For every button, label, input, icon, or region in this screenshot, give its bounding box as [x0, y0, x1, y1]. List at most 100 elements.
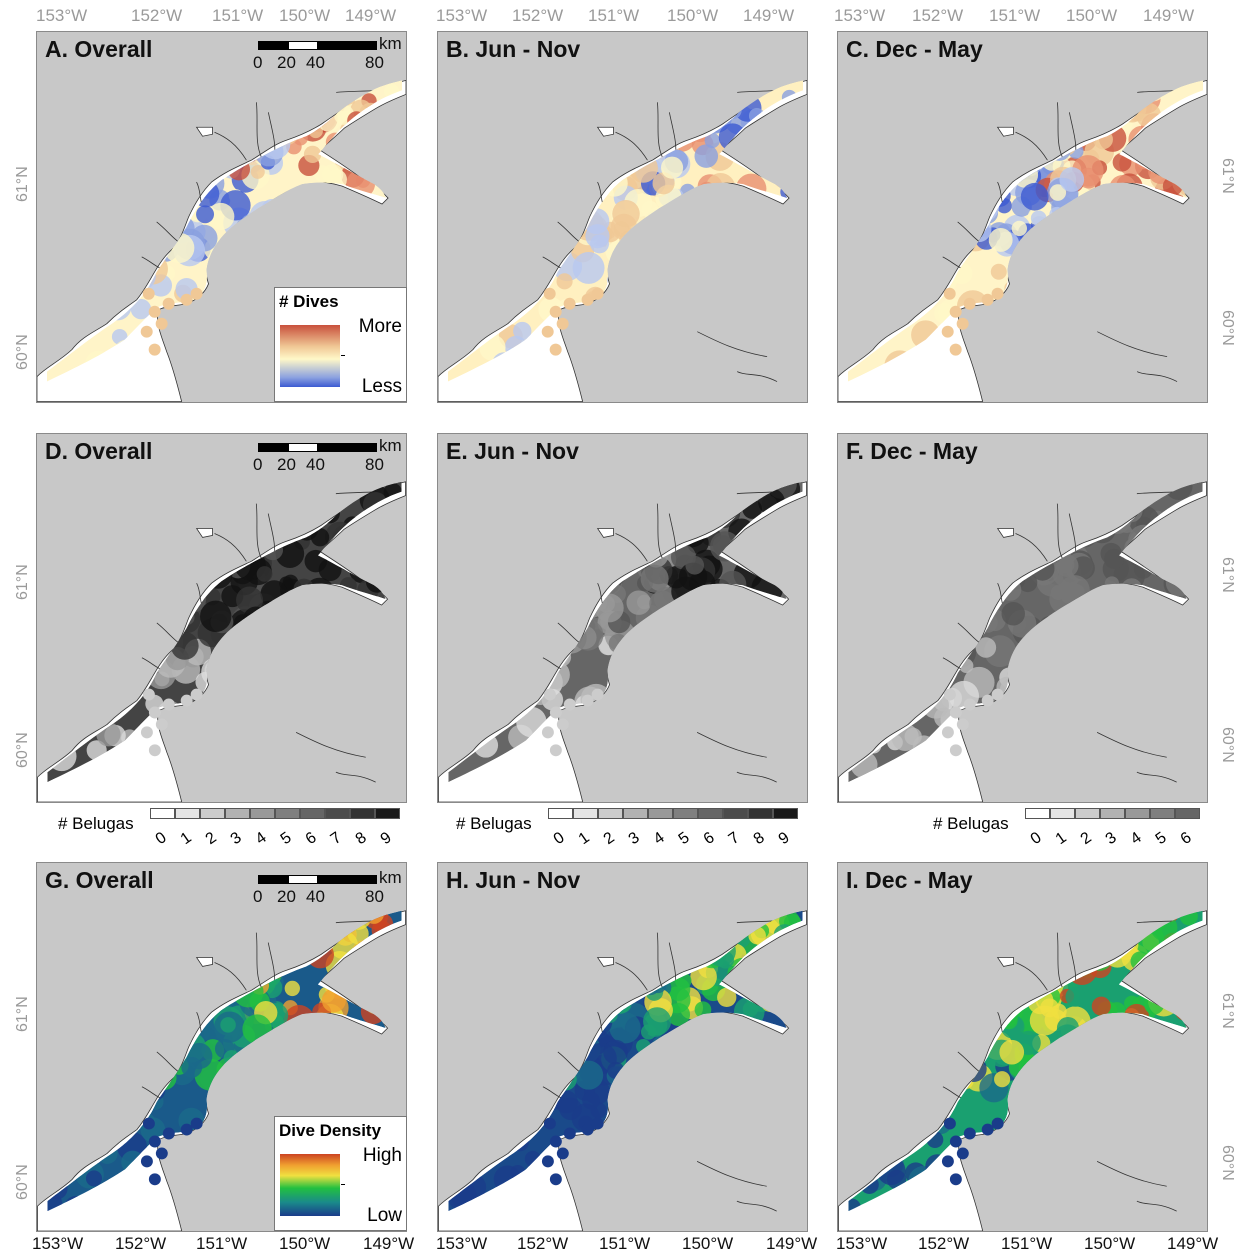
map-a — [37, 32, 406, 402]
lake — [596, 528, 614, 538]
beluga-color-cell — [648, 808, 673, 819]
data-blob — [660, 156, 684, 179]
panel-title: H. Jun - Nov — [446, 867, 581, 893]
data-blob — [626, 590, 651, 615]
scale-unit: km — [379, 34, 402, 53]
coastline-detail — [696, 732, 767, 758]
data-blob — [988, 227, 1013, 252]
data-point — [180, 1123, 193, 1136]
lake — [996, 957, 1014, 967]
coastline-detail — [557, 622, 580, 644]
data-point — [949, 1173, 962, 1186]
data-point — [556, 1147, 569, 1160]
beluga-color-cell — [623, 808, 648, 819]
data-point — [162, 1127, 175, 1140]
data-blob — [643, 1007, 672, 1036]
beluga-color-cell — [698, 808, 723, 819]
coastline-detail — [335, 771, 376, 783]
beluga-color-cell — [275, 808, 300, 819]
panel-title: I. Dec - May — [846, 867, 973, 893]
coastline-detail — [737, 371, 778, 382]
data-point — [949, 1135, 962, 1148]
data-point — [541, 1155, 554, 1168]
right-lat-label: 61°N — [1219, 557, 1236, 593]
legend-low: Low — [367, 1205, 402, 1226]
data-blob — [990, 263, 1007, 280]
data-point — [956, 317, 969, 330]
beluga-color-cell — [250, 808, 275, 819]
data-point — [148, 1173, 161, 1186]
scale-tick: 40 — [306, 53, 325, 72]
beluga-color-cell — [548, 808, 573, 819]
coastline-detail — [1097, 331, 1168, 358]
beluga-color-cell — [150, 808, 175, 819]
coastline-detail — [957, 622, 980, 644]
data-point — [981, 1123, 994, 1136]
data-blob — [1001, 601, 1025, 626]
scale-tick: 40 — [306, 455, 325, 474]
coastline-detail — [615, 962, 648, 991]
legend-high: High — [362, 1145, 402, 1166]
data-point — [142, 287, 155, 300]
scale-tick: 20 — [277, 455, 296, 474]
map-panel-c: C. Dec - May — [837, 31, 1208, 403]
coastline-detail — [696, 1161, 767, 1187]
coastline-detail — [255, 932, 262, 988]
legend-high: More — [358, 316, 402, 337]
coastline-detail — [1015, 533, 1048, 562]
beluga-legend-value: 3 — [227, 829, 245, 849]
coastline-detail — [156, 1051, 179, 1073]
data-point — [148, 744, 161, 757]
beluga-legend-value: 1 — [177, 829, 195, 849]
bottom-lon-label: 151°W — [1001, 1234, 1053, 1253]
data-blob — [704, 132, 720, 149]
lake — [996, 528, 1014, 538]
coastline-detail — [214, 131, 247, 161]
top-lon-label: 149°W — [743, 6, 795, 25]
data-point — [941, 726, 954, 739]
data-point — [543, 1117, 556, 1130]
data-point — [549, 706, 562, 719]
beluga-color-cell — [1100, 808, 1125, 819]
coastline-detail — [615, 131, 648, 161]
data-blob — [1049, 184, 1067, 201]
beluga-legend-value: 2 — [600, 829, 618, 849]
coastline-detail — [615, 533, 648, 562]
data-blob — [1040, 998, 1060, 1018]
scale-tick: 80 — [365, 53, 384, 72]
data-blob — [256, 566, 273, 582]
beluga-legend-value: 4 — [252, 829, 270, 849]
data-point — [991, 688, 1004, 701]
data-blob — [513, 321, 532, 341]
coastline-detail — [697, 331, 768, 358]
data-point — [556, 317, 569, 330]
map-f — [838, 434, 1207, 802]
data-blob — [975, 637, 997, 658]
beluga-color-cell — [598, 808, 623, 819]
data-blob — [207, 202, 235, 230]
beluga-color-cell — [723, 808, 748, 819]
coastline-detail — [1056, 503, 1063, 559]
map-panel-a: A. Overall — [36, 31, 407, 403]
beluga-legend-value: 2 — [1077, 829, 1095, 849]
data-point — [142, 688, 155, 701]
data-point — [563, 297, 576, 310]
coastline-detail — [557, 1051, 580, 1073]
beluga-legend-value: 7 — [327, 829, 345, 849]
beluga-legend-value: 0 — [1027, 829, 1045, 849]
coastline-detail — [1136, 771, 1177, 783]
map-panel-e: E. Jun - Nov — [437, 433, 808, 803]
coastline-detail — [557, 221, 580, 243]
scale-bar: km 0 20 40 80 — [253, 34, 408, 78]
top-lon-label: 150°W — [279, 6, 331, 25]
data-point — [581, 293, 594, 306]
scale-bar: km 0 20 40 80 — [253, 436, 408, 480]
coastline-detail — [214, 962, 247, 991]
data-point — [963, 698, 976, 711]
legend-title: # Belugas — [58, 814, 134, 833]
map-c — [838, 32, 1207, 402]
scale-unit: km — [379, 868, 402, 887]
top-lon-label: 152°W — [912, 6, 964, 25]
beluga-color-cell — [375, 808, 400, 819]
